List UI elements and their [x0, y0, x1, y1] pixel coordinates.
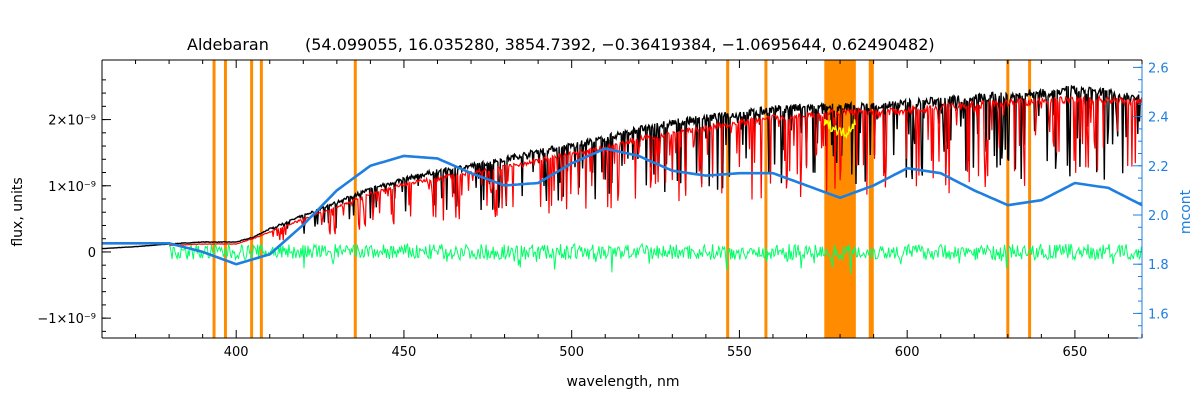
x-tick-label: 550 [727, 345, 752, 360]
x-tick-label: 500 [559, 345, 584, 360]
y-tick-label: 1×10⁻⁹ [48, 180, 96, 195]
model-masked-line [823, 118, 856, 140]
y-tick-label: 2×10⁻⁹ [48, 114, 96, 129]
masked-line [1006, 60, 1010, 338]
masked-line [212, 60, 216, 338]
masked-line [726, 60, 730, 338]
y-right-tick-label: 1.6 [1148, 307, 1169, 322]
masked-line [764, 60, 768, 338]
x-tick-label: 400 [224, 345, 249, 360]
model-spectrum-line [169, 94, 1143, 246]
y-right-tick-label: 2.0 [1148, 209, 1169, 224]
masked-line [868, 60, 872, 338]
masked-regions-layer [212, 60, 1032, 338]
y-right-tick-label: 2.6 [1148, 61, 1169, 76]
y-right-tick-label: 1.8 [1148, 258, 1169, 273]
y-axis-right-label: mcont [1178, 189, 1194, 234]
mcont-line [102, 147, 1143, 266]
y-tick-label: 0 [88, 246, 96, 261]
masked-line [259, 60, 263, 338]
residual-line [168, 242, 1142, 275]
x-axis-label: wavelength, nm [567, 374, 680, 390]
masked-line [223, 60, 227, 338]
chart-title-params: (54.099055, 16.035280, 3854.7392, −0.364… [305, 35, 935, 54]
y-tick-label: −1×10⁻⁹ [37, 312, 96, 327]
masked-line [250, 60, 254, 338]
masked-line [1028, 60, 1032, 338]
y-axis-label: flux, units [10, 177, 26, 246]
x-tick-label: 600 [895, 345, 920, 360]
y-right-tick-label: 2.4 [1148, 111, 1169, 126]
x-tick-label: 450 [392, 345, 417, 360]
chart-title-star: Aldebaran [187, 35, 269, 54]
y-right-tick-label: 2.2 [1148, 160, 1169, 175]
axes-layer [101, 59, 1143, 339]
labels-layer: Aldebaran (54.099055, 16.035280, 3854.73… [10, 35, 1194, 390]
series-layer [101, 84, 1143, 275]
masked-line [870, 60, 874, 338]
x-tick-label: 650 [1062, 345, 1087, 360]
